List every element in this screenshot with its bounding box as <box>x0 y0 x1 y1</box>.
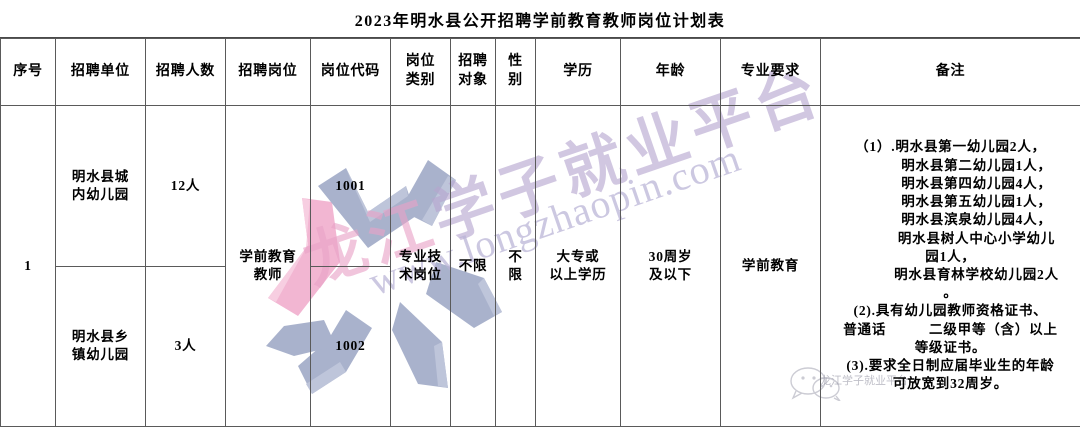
header-seq: 序号 <box>0 38 56 106</box>
header-code: 岗位代码 <box>310 38 391 106</box>
remarks-line: 明水县滨泉幼儿园4人， <box>901 212 1052 228</box>
cell-code-2: 1002 <box>310 265 391 427</box>
cell-post-line2: 教师 <box>253 267 283 282</box>
header-target: 招聘 对象 <box>450 38 496 106</box>
remarks-line: 明水县第二幼儿园1人， <box>901 157 1052 173</box>
remarks-line: 。 <box>943 285 958 301</box>
cell-gender-line2: 限 <box>508 267 523 282</box>
remarks-line: （1）.明水县第一幼儿园2人， <box>855 139 1046 155</box>
cell-major: 学前教育 <box>720 105 821 427</box>
remarks-line: 明水县育林学校幼儿园2人 <box>894 267 1059 282</box>
header-unit: 招聘单位 <box>55 38 146 106</box>
remarks-line: 明水县第五幼儿园1人， <box>901 194 1052 210</box>
table-header-row: 序号 招聘单位 招聘人数 招聘岗位 岗位代码 岗位 类别 招聘 对象 性 别 学… <box>0 38 1080 106</box>
cell-category-line1: 专业技 <box>399 248 442 264</box>
header-headcount: 招聘人数 <box>145 38 226 106</box>
cell-unit-2-line1: 明水县乡 <box>71 329 130 345</box>
cell-education-line2: 以上学历 <box>549 267 607 282</box>
header-education: 学历 <box>535 38 621 106</box>
remarks-line: 园1人， <box>925 248 976 264</box>
cell-category-line2: 术岗位 <box>399 267 442 282</box>
header-age: 年龄 <box>620 38 721 106</box>
cell-age-line1: 30周岁 <box>648 248 693 264</box>
cell-seq: 1 <box>0 105 56 427</box>
cell-gender-line1: 不 <box>508 248 523 264</box>
cell-unit-1: 明水县城 内幼儿园 <box>55 105 146 267</box>
header-gender-line2: 别 <box>508 73 523 88</box>
cell-post: 学前教育 教师 <box>225 105 311 427</box>
header-target-line1: 招聘 <box>458 54 488 70</box>
cell-post-line1: 学前教育 <box>239 248 297 264</box>
remarks-line: 明水县树人中心小学幼儿 <box>897 230 1056 246</box>
cell-unit-1-line1: 明水县城 <box>71 168 130 184</box>
remarks-line: 可放宽到32周岁。 <box>892 376 1009 392</box>
header-category-line2: 类别 <box>405 73 436 88</box>
remarks-line: 普通话 二级甲等（含）以上 <box>843 321 1058 337</box>
cell-unit-2: 明水县乡 镇幼儿园 <box>55 265 146 427</box>
remarks-line: (2).具有幼儿园教师资格证书、 <box>853 303 1048 319</box>
recruitment-plan-table: 序号 招聘单位 招聘人数 招聘岗位 岗位代码 岗位 类别 招聘 对象 性 别 学… <box>0 38 1080 427</box>
document-title-bar: 2023年明水县公开招聘学前教育教师岗位计划表 <box>0 0 1080 38</box>
header-category-line1: 岗位 <box>405 54 436 70</box>
header-post: 招聘岗位 <box>225 38 311 106</box>
page-title: 2023年明水县公开招聘学前教育教师岗位计划表 <box>354 12 726 30</box>
header-category: 岗位 类别 <box>390 38 451 106</box>
cell-category: 专业技 术岗位 <box>390 105 451 427</box>
cell-target: 不限 <box>450 105 496 427</box>
header-target-line2: 对象 <box>458 73 488 88</box>
cell-unit-2-line2: 镇幼儿园 <box>71 347 130 363</box>
header-remarks: 备注 <box>820 38 1080 106</box>
cell-headcount-2: 3人 <box>145 265 226 427</box>
cell-age-line2: 及以下 <box>649 267 692 282</box>
remarks-line: (3).要求全日制应届毕业生的年龄 <box>846 358 1055 374</box>
cell-remarks: （1）.明水县第一幼儿园2人， 明水县第二幼儿园1人， 明水县第四幼儿园4人， … <box>820 105 1080 427</box>
remarks-line: 明水县第四幼儿园4人， <box>901 175 1052 191</box>
header-gender-line1: 性 <box>508 54 523 70</box>
table-row: 1 明水县城 内幼儿园 12人 学前教育 教师 1001 专业技 术岗位 不限 <box>0 105 1080 427</box>
cell-education-line1: 大专或 <box>556 248 600 264</box>
cell-age: 30周岁 及以下 <box>620 105 721 427</box>
cell-education: 大专或 以上学历 <box>535 105 621 427</box>
header-major: 专业要求 <box>720 38 821 106</box>
cell-headcount-1: 12人 <box>145 105 226 267</box>
header-gender: 性 别 <box>495 38 536 106</box>
remarks-line: 等级证书。 <box>914 339 987 355</box>
cell-gender: 不 限 <box>495 105 536 427</box>
cell-code-1: 1001 <box>310 105 391 267</box>
cell-unit-1-line2: 内幼儿园 <box>71 186 130 202</box>
